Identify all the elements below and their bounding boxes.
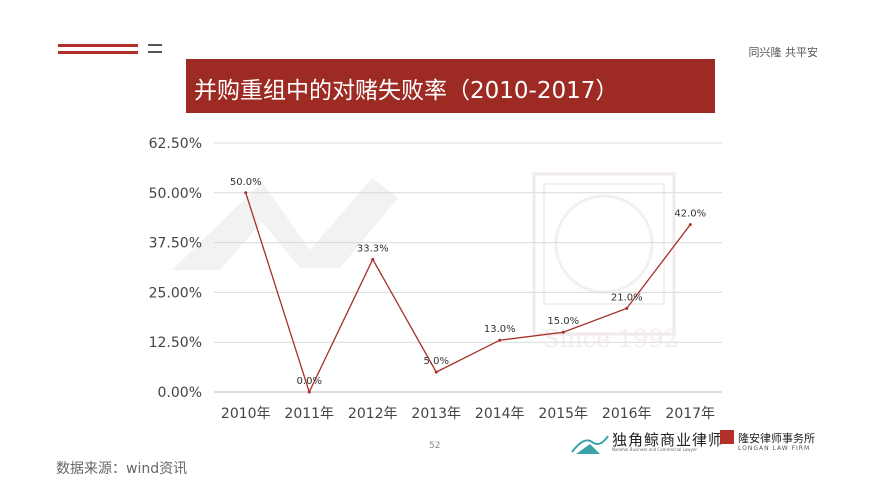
watermark-text: Since 1992 <box>543 325 679 353</box>
data-label: 33.3% <box>357 243 389 254</box>
decoration-line <box>148 44 162 46</box>
decoration-line <box>148 51 162 53</box>
data-label: 15.0% <box>547 316 579 327</box>
x-tick-label: 2017年 <box>665 406 715 422</box>
logo-name: 独角鲸商业律师 <box>612 431 725 449</box>
axes: 0.00% 12.50% 25.00% 37.50% 50.00% 62.50% 2010年… <box>149 136 715 422</box>
x-tick-label: 2010年 <box>221 406 271 422</box>
data-point <box>307 390 311 394</box>
x-tick-label: 2011年 <box>284 406 334 422</box>
y-tick-label: 62.50% <box>149 136 202 152</box>
y-tick-label: 12.50% <box>149 335 202 351</box>
data-label: 42.0% <box>674 209 706 220</box>
page-title: 并购重组中的对赌失败率（2010-2017） <box>194 78 619 104</box>
title-bar: 并购重组中的对赌失败率（2010-2017） <box>186 59 715 113</box>
y-tick-label: 0.00% <box>158 385 202 401</box>
x-tick-label: 2015年 <box>538 406 588 422</box>
decoration-line <box>58 51 138 54</box>
data-label: 50.0% <box>230 177 262 188</box>
y-tick-label: 50.00% <box>149 186 202 202</box>
y-tick-label: 37.50% <box>149 236 202 252</box>
decoration-line <box>58 44 138 47</box>
logo-subtitle: Narwhal Business and Commercial Lawyer <box>612 447 698 452</box>
data-point <box>688 223 692 227</box>
x-tick-label: 2012年 <box>348 406 398 422</box>
data-point <box>371 257 375 261</box>
logo-name: 隆安律师事务所 <box>738 432 815 445</box>
data-point <box>498 338 502 342</box>
seal-icon <box>720 430 734 444</box>
x-tick-label: 2014年 <box>475 406 525 422</box>
narwhal-icon <box>571 435 609 454</box>
data-point <box>625 306 629 310</box>
narwhal-logo: 独角鲸商业律师 Narwhal Business and Commercial … <box>570 428 723 456</box>
data-point <box>244 191 248 195</box>
logo-subtitle: LONGAN LAW FIRM <box>738 445 811 452</box>
data-label: 21.0% <box>611 292 643 303</box>
data-label: 13.0% <box>484 324 516 335</box>
longan-logo: 隆安律师事务所 LONGAN LAW FIRM <box>720 430 830 456</box>
series-line <box>245 192 691 394</box>
series: 50.0% 0.0% 33.3% 5.0% 13.0% 15.0% 21.0% 42.0% <box>230 177 706 394</box>
data-source: 数据来源：wind资讯 <box>56 461 188 477</box>
data-point <box>434 370 438 374</box>
data-label: 0.0% <box>297 376 322 387</box>
grid <box>214 142 722 393</box>
data-label: 5.0% <box>424 356 449 367</box>
header-slogan: 同兴隆 共平安 <box>748 46 819 59</box>
x-tick-label: 2013年 <box>411 406 461 422</box>
y-tick-label: 25.00% <box>149 285 202 301</box>
data-point <box>561 330 565 334</box>
x-tick-label: 2016年 <box>602 406 652 422</box>
page-number: 52 <box>429 441 441 451</box>
